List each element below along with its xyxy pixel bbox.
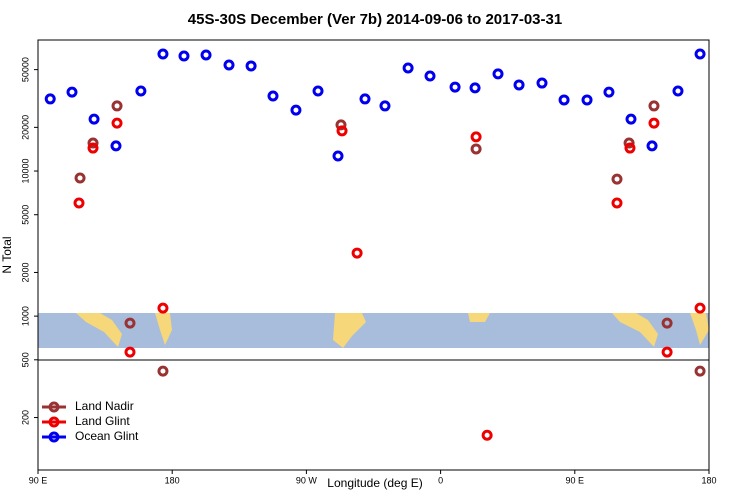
- point: [312, 85, 324, 97]
- point: [603, 86, 615, 98]
- y-tick-label: 500: [20, 352, 30, 367]
- point: [245, 60, 257, 72]
- point: [402, 62, 414, 74]
- legend-label: Land Nadir: [75, 399, 134, 413]
- map-strip: [38, 313, 709, 348]
- y-tick-label: 10000: [20, 159, 30, 184]
- x-tick-label: 180: [165, 475, 180, 485]
- point: [694, 365, 706, 377]
- point: [470, 131, 482, 143]
- point: [290, 104, 302, 116]
- plot-frame: [37, 39, 710, 471]
- point: [178, 50, 190, 62]
- point: [267, 90, 279, 102]
- point: [135, 85, 147, 97]
- point: [351, 247, 363, 259]
- legend-label: Ocean Glint: [75, 429, 139, 443]
- legend-label: Land Glint: [75, 414, 130, 428]
- y-tick-label: 20000: [20, 115, 30, 140]
- point: [66, 86, 78, 98]
- y-tick-label: 5000: [20, 205, 30, 225]
- x-tick-label: 90 E: [566, 475, 585, 485]
- point: [694, 48, 706, 60]
- point: [470, 143, 482, 155]
- legend-marker: [48, 401, 60, 413]
- point: [648, 117, 660, 129]
- point: [424, 70, 436, 82]
- point: [359, 93, 371, 105]
- x-tick-label: 90 W: [296, 475, 318, 485]
- point: [335, 119, 347, 131]
- point: [661, 346, 673, 358]
- point: [111, 117, 123, 129]
- point: [110, 140, 122, 152]
- point: [625, 113, 637, 125]
- y-tick-label: 200: [20, 410, 30, 425]
- point: [648, 100, 660, 112]
- point: [646, 140, 658, 152]
- point: [623, 137, 635, 149]
- x-tick-label: 90 E: [29, 475, 48, 485]
- point: [694, 302, 706, 314]
- point: [124, 317, 136, 329]
- point: [379, 100, 391, 112]
- point: [481, 429, 493, 441]
- point: [87, 142, 99, 154]
- point: [449, 81, 461, 93]
- x-tick-label: 180: [701, 475, 716, 485]
- x-axis-label: Longitude (deg E): [327, 476, 422, 490]
- y-axis-label: N Total: [0, 236, 14, 273]
- point: [124, 346, 136, 358]
- legend-marker: [48, 431, 60, 443]
- point: [88, 113, 100, 125]
- point: [44, 93, 56, 105]
- legend-marker: [48, 416, 60, 428]
- point: [513, 79, 525, 91]
- point: [611, 173, 623, 185]
- point: [332, 150, 344, 162]
- x-tick-label: 0: [438, 475, 443, 485]
- point: [73, 197, 85, 209]
- y-tick-label: 1000: [20, 306, 30, 326]
- point: [581, 94, 593, 106]
- point: [87, 137, 99, 149]
- chart-title: 45S-30S December (Ver 7b) 2014-09-06 to …: [188, 11, 562, 28]
- point: [223, 59, 235, 71]
- point: [611, 197, 623, 209]
- point: [536, 77, 548, 89]
- point: [157, 365, 169, 377]
- point: [157, 48, 169, 60]
- point: [661, 317, 673, 329]
- point: [672, 85, 684, 97]
- point: [157, 302, 169, 314]
- point: [492, 68, 504, 80]
- point: [111, 100, 123, 112]
- point: [469, 82, 481, 94]
- point: [200, 49, 212, 61]
- point: [558, 94, 570, 106]
- point: [336, 125, 348, 137]
- point: [624, 142, 636, 154]
- y-tick-label: 2000: [20, 262, 30, 282]
- y-tick-label: 50000: [20, 57, 30, 82]
- point: [74, 172, 86, 184]
